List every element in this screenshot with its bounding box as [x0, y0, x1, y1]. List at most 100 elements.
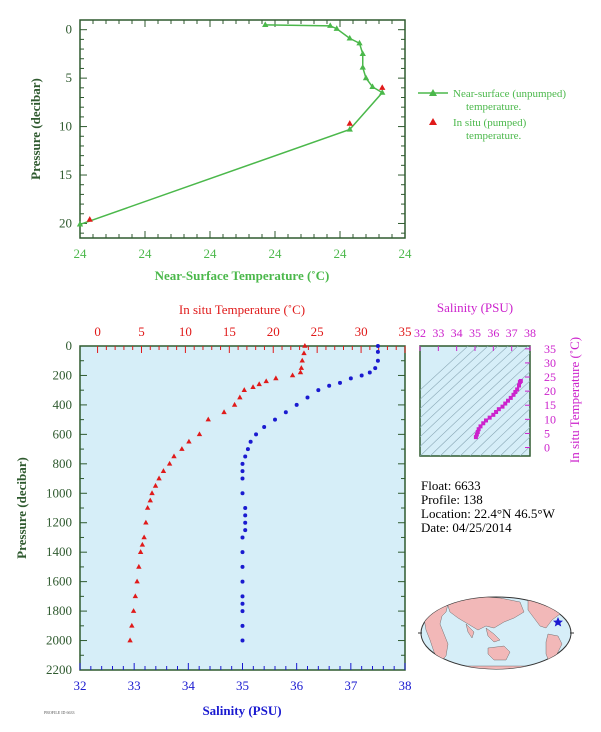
ns-point-green	[359, 50, 366, 57]
pf-ytick-label: 2200	[46, 662, 72, 677]
ns-xtick-label: 24	[334, 246, 348, 261]
pf-temp-point	[297, 369, 304, 375]
pf-sal-tick-label: 37	[344, 678, 358, 693]
ts-contour	[469, 398, 530, 456]
ns-xtick-label: 24	[139, 246, 153, 261]
pf-salinity-point	[240, 594, 245, 599]
ts-xtick-label: 32	[414, 326, 426, 340]
pf-temp-point	[302, 343, 308, 348]
pf-temp-point	[186, 438, 192, 444]
pf-temp-point	[147, 497, 153, 503]
pf-salinity-point	[240, 564, 245, 569]
profile-temperature-tick-labels: 0 5 10 15 20 25 30 35	[94, 324, 411, 339]
land-asia	[445, 597, 525, 631]
ns-point-green	[333, 25, 340, 31]
world-map	[418, 596, 574, 670]
ns-point-green	[346, 125, 353, 132]
ts-xtick-label: 38	[524, 326, 536, 340]
info-location: Location: 22.4°N 46.5°W	[421, 506, 556, 521]
ts-contour	[420, 346, 529, 447]
pf-salinity-point	[262, 425, 267, 429]
ns-point-red	[86, 216, 93, 222]
pf-salinity-point	[243, 454, 248, 459]
pf-temp-point	[132, 593, 139, 599]
pf-temp-point	[171, 453, 177, 459]
pf-temp-tick-label: 30	[355, 324, 368, 339]
ts-point	[515, 387, 520, 392]
pf-temp-point	[160, 468, 167, 473]
pf-temp-point	[141, 534, 147, 540]
pf-temp-point	[256, 381, 262, 387]
ts-ytick-label: 25	[544, 370, 556, 384]
profile-series	[127, 343, 380, 643]
pf-salinity-point	[375, 349, 380, 354]
pf-temp-tick-label: 35	[399, 324, 412, 339]
ts-ylabel: In situ Temperature (˚C)	[567, 337, 582, 463]
ts-point	[484, 418, 488, 423]
pf-temp-point	[156, 475, 162, 481]
ts-contour	[489, 417, 530, 456]
pf-temp-point	[299, 357, 305, 363]
pf-ytick-label: 1800	[46, 603, 72, 618]
ts-contour	[420, 352, 530, 456]
ns-ytick-label: 20	[59, 215, 72, 230]
pf-salinity-point	[375, 344, 380, 348]
ts-point	[517, 383, 521, 388]
pf-salinity-point	[240, 535, 245, 540]
pf-temp-point	[137, 549, 144, 554]
legend-marker-green	[429, 89, 437, 96]
ts-ytick-label: 35	[544, 342, 556, 356]
pf-salinity-point	[254, 432, 259, 437]
profile-ticks	[79, 345, 406, 671]
ts-contour	[429, 362, 530, 456]
ts-point	[511, 392, 516, 397]
ts-point	[473, 435, 478, 440]
ts-contour	[459, 389, 530, 456]
ns-point-green	[362, 74, 370, 81]
pf-salinity-point	[243, 506, 248, 510]
pf-salinity-point	[283, 410, 288, 415]
pf-ytick-label: 1600	[46, 574, 72, 589]
info-date: Date: 04/25/2014	[421, 520, 512, 535]
pf-salinity-point	[338, 380, 342, 385]
pf-ytick-label: 400	[53, 397, 73, 412]
pf-ytick-label: 0	[66, 338, 73, 353]
pf-temp-point	[237, 394, 243, 400]
ts-ytick-label: 15	[544, 398, 556, 412]
legend-marker-red	[429, 118, 437, 125]
ns-point-green	[356, 39, 363, 46]
ns-point-red	[346, 120, 353, 126]
ns-ytick-label: 0	[66, 22, 73, 37]
ts-series	[473, 378, 523, 440]
ts-contour	[529, 455, 530, 456]
ts-contour	[439, 371, 530, 456]
ns-ytick-label: 5	[66, 70, 73, 85]
ts-point	[474, 432, 479, 437]
pf-salinity-point	[294, 402, 299, 407]
ns-xtick-label: 24	[74, 246, 88, 261]
pf-salinity-point	[327, 383, 332, 388]
profile-plot-area	[79, 345, 406, 671]
near-surface-y-tick-labels: 0 5 10 15 20	[59, 22, 72, 231]
pf-salinity-point	[240, 623, 245, 628]
ts-point	[487, 415, 492, 420]
ns-point-red	[379, 84, 386, 90]
near-surface-series	[76, 21, 386, 227]
pf-ytick-label: 1000	[46, 485, 72, 500]
pf-temp-point	[139, 541, 146, 547]
pf-temp-point	[289, 372, 296, 378]
pf-temp-point	[196, 431, 203, 437]
ts-contour	[420, 346, 469, 391]
pf-sal-tick-label: 33	[128, 678, 141, 693]
ns-xtick-label: 24	[204, 246, 218, 261]
ts-xtick-label: 37	[506, 326, 518, 340]
pf-temp-point	[149, 490, 155, 496]
pf-temp-point	[129, 622, 135, 628]
ns-ytick-label: 15	[59, 167, 72, 182]
ns-point-green	[346, 34, 353, 41]
pf-temp-point	[143, 519, 149, 525]
pf-temp-tick-label: 0	[94, 324, 101, 339]
ts-point	[476, 427, 481, 432]
pf-temp-point	[231, 401, 238, 407]
